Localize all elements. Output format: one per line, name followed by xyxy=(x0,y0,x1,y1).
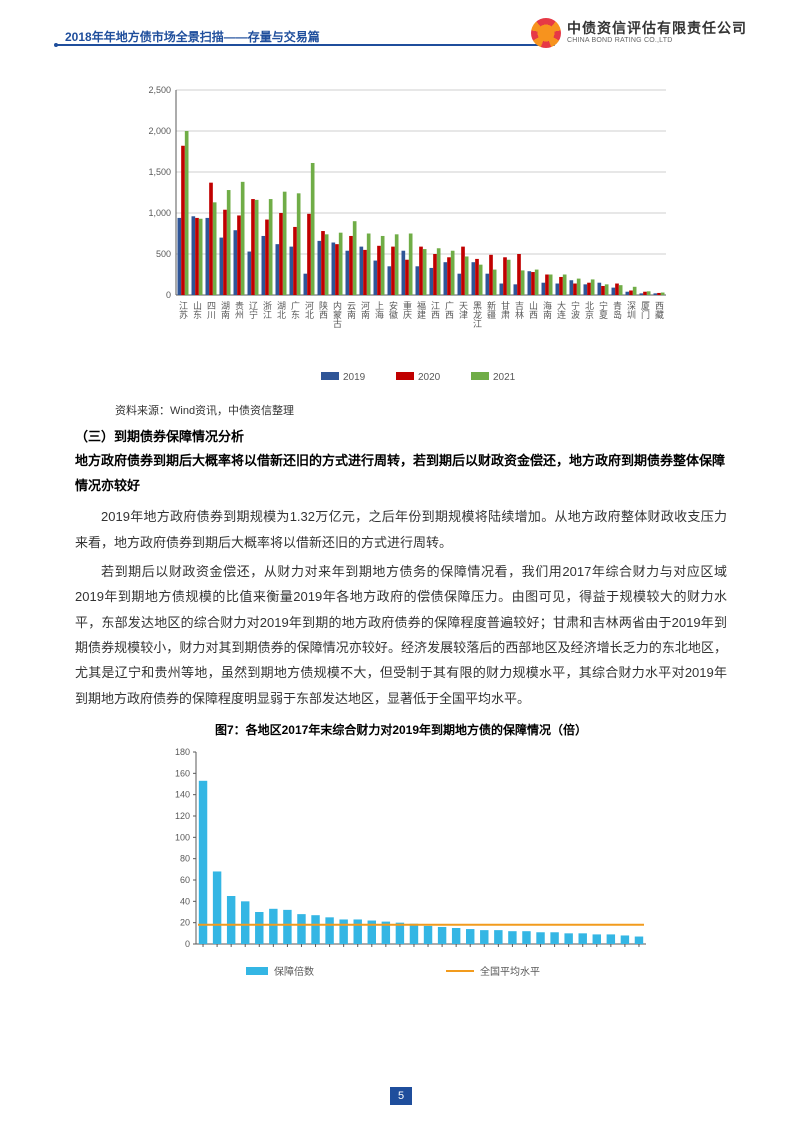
svg-text:2019: 2019 xyxy=(343,372,366,383)
svg-text:海南: 海南 xyxy=(542,300,552,319)
logo-cn: 中债资信评估有限责任公司 xyxy=(567,21,747,36)
logo-icon xyxy=(531,18,561,48)
header-rule xyxy=(55,44,555,46)
page-content: 0 500 1,000 1,500 2,000 2,500 江苏山东四川湖南贵州辽宁浙江湖北… xyxy=(0,70,802,979)
svg-text:1,500: 1,500 xyxy=(148,167,171,177)
svg-text:100: 100 xyxy=(175,832,190,842)
svg-text:河北: 河北 xyxy=(304,300,314,320)
chart1-wrap: 0 500 1,000 1,500 2,000 2,500 江苏山东四川湖南贵州辽宁浙江湖北… xyxy=(75,80,727,390)
svg-text:0: 0 xyxy=(166,290,171,300)
figure-7-title: 图7：各地区2017年末综合财力对2019年到期地方债的保障情况（倍） xyxy=(75,721,727,738)
svg-text:全国平均水平: 全国平均水平 xyxy=(480,965,540,978)
section-3-heading: （三）到期债券保障情况分析 xyxy=(75,426,727,445)
svg-text:广西: 广西 xyxy=(444,300,454,320)
svg-text:甘肃: 甘肃 xyxy=(500,300,510,320)
section-3-summary: 地方政府债券到期后大概率将以借新还旧的方式进行周转，若到期后以财政资金偿还，地方… xyxy=(75,449,727,498)
chart2: 0 20 40 60 80 100 120 140 160 180 保障倍数 全国平均水平 xyxy=(141,744,661,979)
svg-text:湖北: 湖北 xyxy=(276,301,286,320)
svg-text:天津: 天津 xyxy=(458,301,468,320)
paragraph-1: 2019年地方政府债券到期规模为1.32万亿元，之后年份到期规模将陆续增加。从地… xyxy=(75,504,727,555)
logo-en: CHINA BOND RATING CO.,LTD xyxy=(567,37,747,45)
svg-text:180: 180 xyxy=(175,747,190,757)
svg-text:宁夏: 宁夏 xyxy=(598,300,608,319)
svg-text:广东: 广东 xyxy=(290,300,300,319)
page-number: 5 xyxy=(390,1087,412,1105)
svg-text:1,000: 1,000 xyxy=(148,208,171,218)
svg-text:大连: 大连 xyxy=(556,300,566,320)
svg-text:安徽: 安徽 xyxy=(388,300,398,320)
svg-text:深圳: 深圳 xyxy=(626,301,636,319)
page-header: 2018年年地方债市场全景扫描——存量与交易篇 中债资信评估有限责任公司 CHI… xyxy=(0,0,802,70)
chart1: 0 500 1,000 1,500 2,000 2,500 江苏山东四川湖南贵州辽宁浙江湖北… xyxy=(121,80,681,390)
svg-text:2,000: 2,000 xyxy=(148,126,171,136)
chart2-wrap: 0 20 40 60 80 100 120 140 160 180 保障倍数 全国平均水平 xyxy=(75,744,727,979)
svg-text:吉林: 吉林 xyxy=(514,301,524,320)
svg-text:120: 120 xyxy=(175,811,190,821)
svg-text:2020: 2020 xyxy=(418,372,441,383)
svg-text:江苏: 江苏 xyxy=(178,301,188,320)
data-source: 资料来源：Wind资讯，中债资信整理 xyxy=(115,402,727,418)
svg-text:四川: 四川 xyxy=(206,301,216,319)
svg-text:山西: 山西 xyxy=(528,301,538,320)
svg-text:500: 500 xyxy=(156,249,171,259)
svg-text:40: 40 xyxy=(180,896,190,906)
svg-text:江西: 江西 xyxy=(430,301,440,320)
svg-text:河南: 河南 xyxy=(360,300,370,319)
header-title: 2018年年地方债市场全景扫描——存量与交易篇 xyxy=(65,28,320,45)
svg-text:福建: 福建 xyxy=(416,300,426,320)
svg-text:0: 0 xyxy=(185,939,190,949)
paragraph-2: 若到期后以财政资金偿还，从财力对来年到期地方债务的保障情况看，我们用2017年综… xyxy=(75,559,727,711)
svg-text:内蒙古: 内蒙古 xyxy=(332,300,342,329)
svg-text:北京: 北京 xyxy=(584,301,594,320)
svg-text:140: 140 xyxy=(175,790,190,800)
svg-text:西藏: 西藏 xyxy=(654,301,664,320)
svg-text:20: 20 xyxy=(180,918,190,928)
svg-text:160: 160 xyxy=(175,768,190,778)
svg-text:辽宁: 辽宁 xyxy=(248,301,258,319)
svg-text:宁波: 宁波 xyxy=(570,300,580,320)
svg-text:60: 60 xyxy=(180,875,190,885)
svg-text:云南: 云南 xyxy=(346,301,356,319)
svg-text:重庆: 重庆 xyxy=(402,300,412,320)
svg-text:2021: 2021 xyxy=(493,372,516,383)
logo-text: 中债资信评估有限责任公司 CHINA BOND RATING CO.,LTD xyxy=(567,21,747,44)
svg-text:青岛: 青岛 xyxy=(612,300,622,320)
svg-text:厦门: 厦门 xyxy=(640,301,650,320)
svg-text:上海: 上海 xyxy=(374,301,384,320)
svg-text:保障倍数: 保障倍数 xyxy=(274,965,314,978)
svg-text:黑龙江: 黑龙江 xyxy=(472,301,482,329)
svg-text:80: 80 xyxy=(180,854,190,864)
svg-text:山东: 山东 xyxy=(192,301,202,319)
svg-text:湖南: 湖南 xyxy=(220,301,230,319)
svg-text:贵州: 贵州 xyxy=(234,300,244,319)
svg-text:新疆: 新疆 xyxy=(486,300,496,320)
company-logo: 中债资信评估有限责任公司 CHINA BOND RATING CO.,LTD xyxy=(531,18,747,48)
svg-text:浙江: 浙江 xyxy=(262,300,272,320)
svg-text:陕西: 陕西 xyxy=(318,300,328,320)
svg-text:2,500: 2,500 xyxy=(148,85,171,95)
